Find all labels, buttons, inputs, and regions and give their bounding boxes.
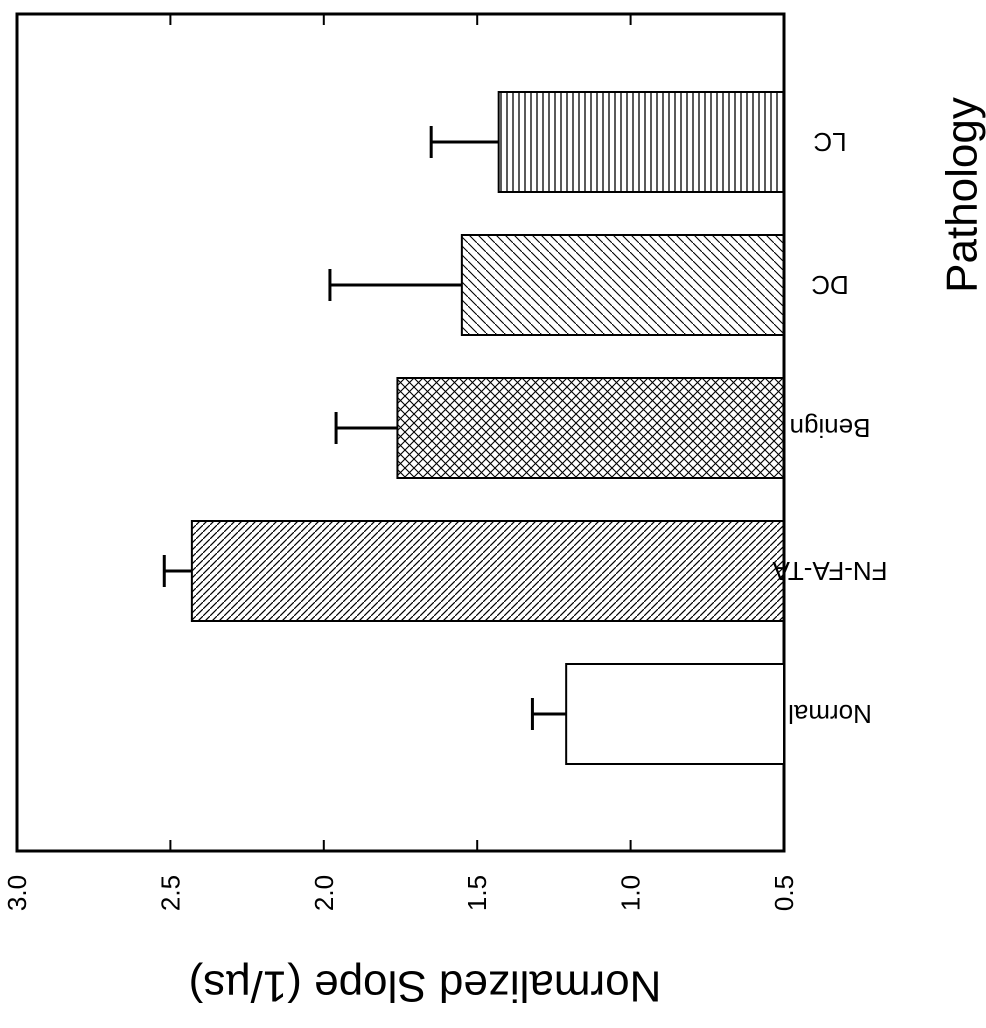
category-label: Normal [788,699,872,729]
bar [565,663,785,765]
tick-label: 1.5 [462,875,492,911]
tick-label: 1.0 [616,875,646,911]
tick-label: 3.0 [2,875,32,911]
y-axis-title: Normalized Slope (1/µs) [189,962,662,1011]
category-label: LC [813,127,846,157]
category-label: FN-FA-TA [772,556,888,586]
bars [190,91,786,765]
category-label: Benign [790,413,871,443]
bar [396,377,785,479]
x-axis-title: Pathology [938,97,986,293]
value-axis-ticks [16,14,785,851]
tick-label: 2.0 [309,875,339,911]
tick-label: 2.5 [155,875,185,911]
category-label: DC [811,270,849,300]
tick-label: 0.5 [769,875,799,911]
bar [497,91,785,193]
bar [190,520,786,622]
value-axis-tick-labels: 0.5 1.0 1.5 2.0 2.5 3.0 [2,875,799,911]
error-bars [162,126,567,730]
bar [460,234,785,336]
category-labels: Normal FN-FA-TA Benign DC LC [772,127,888,729]
